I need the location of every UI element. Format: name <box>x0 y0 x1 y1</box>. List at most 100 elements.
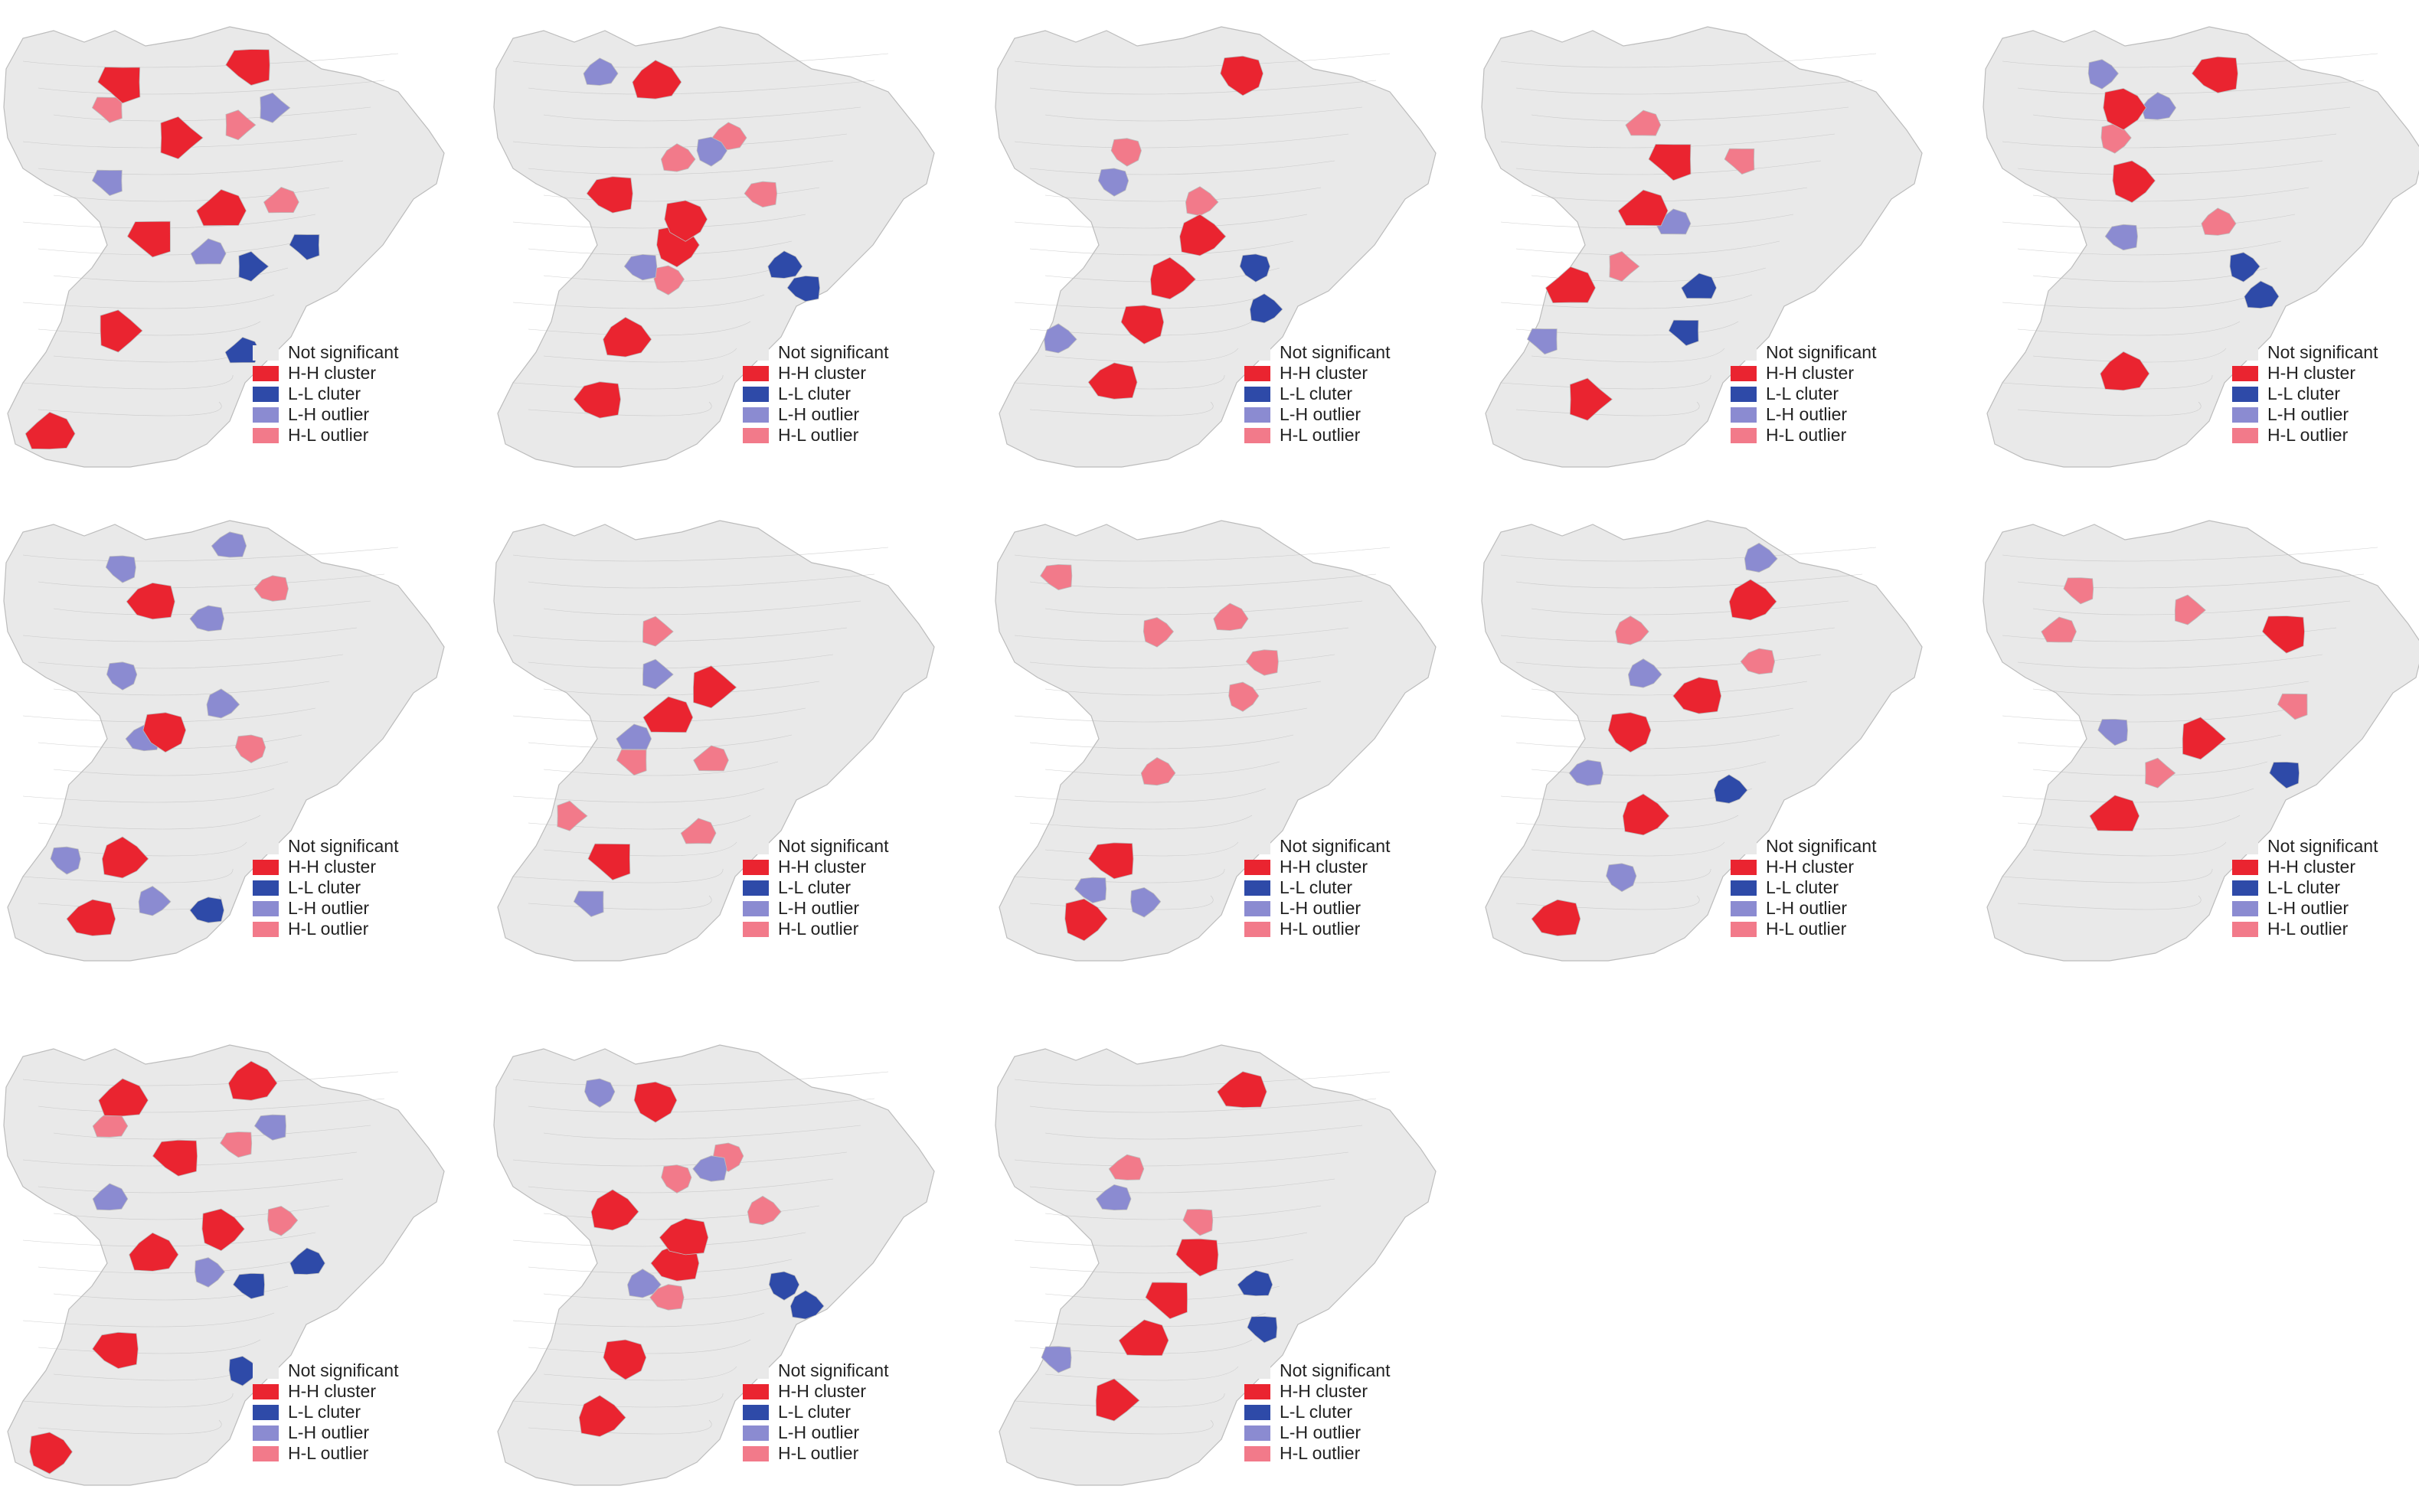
legend-label: H-L outlier <box>778 1443 859 1463</box>
county-boundary <box>1500 707 1794 723</box>
county-hl <box>2041 616 2077 643</box>
cluster-map-panel: Not significant H-H cluster L-L cluter L-H … <box>1979 15 2419 475</box>
cluster-map-panel: Not significant H-H cluster L-L cluter L-H … <box>992 509 1451 968</box>
legend-item-hh: H-H cluster <box>1244 857 1451 877</box>
county-lh <box>696 136 727 167</box>
county-hl <box>1724 148 1755 175</box>
legend-label: H-L outlier <box>2267 919 2349 939</box>
county-boundary <box>2002 868 2213 883</box>
map-legend: Not significant H-H cluster L-L cluter L-H … <box>253 836 459 939</box>
legend-swatch <box>743 1445 769 1461</box>
county-boundary <box>512 868 724 883</box>
legend-swatch <box>2232 880 2258 896</box>
county-ll <box>1249 293 1283 324</box>
county-boundary <box>543 600 861 616</box>
county-hh <box>1087 362 1138 400</box>
legend-swatch <box>1244 407 1270 423</box>
cluster-map-panel: Not significant H-H cluster L-L cluter L-H … <box>1478 15 1937 475</box>
legend-label: L-L cluter <box>2267 384 2341 403</box>
county-hh <box>1545 266 1596 304</box>
legend-swatch <box>253 345 279 361</box>
county-ll <box>1239 253 1270 282</box>
county-hl <box>1245 649 1279 676</box>
map-legend: Not significant H-H cluster L-L cluter L-H … <box>1731 342 1937 446</box>
county-lh <box>2104 224 2138 251</box>
county-hh <box>1617 189 1669 227</box>
county-hl <box>2063 577 2094 605</box>
legend-label: Not significant <box>778 1360 889 1380</box>
legend-label: Not significant <box>2267 836 2378 856</box>
county-ll <box>2244 280 2280 309</box>
county-lh <box>1627 658 1662 688</box>
legend-swatch <box>1731 880 1757 896</box>
legend-label: H-L outlier <box>1280 425 1361 445</box>
county-hl <box>263 187 299 214</box>
legend-swatch <box>253 1445 279 1461</box>
county-boundary <box>22 374 234 390</box>
county-boundary <box>22 547 399 562</box>
cluster-map-panel: Not significant H-H cluster L-L cluter L-H … <box>1979 509 2419 968</box>
county-hh <box>160 116 204 160</box>
county-boundary <box>543 1205 820 1220</box>
map-legend: Not significant H-H cluster L-L cluter L-H … <box>253 342 459 446</box>
legend-item-ns: Not significant <box>743 342 950 363</box>
legend-label: H-H cluster <box>1280 857 1368 877</box>
county-boundary <box>1029 401 1214 416</box>
county-boundary <box>1531 841 1725 857</box>
county-boundary <box>1014 294 1267 309</box>
county-ll <box>768 1271 800 1301</box>
county-ll <box>238 251 270 282</box>
legend-label: H-L outlier <box>778 425 859 445</box>
county-boundary <box>1014 1232 1308 1247</box>
legend-item-lh: L-H outlier <box>743 404 950 425</box>
county-hh <box>2182 717 2227 760</box>
county-ll <box>232 1272 265 1299</box>
county-boundary <box>543 106 861 122</box>
legend-item-hl: H-L outlier <box>1244 919 1451 939</box>
legend-label: L-H outlier <box>288 1422 370 1442</box>
county-boundary <box>1014 214 1308 229</box>
legend-item-hh: H-H cluster <box>253 1381 459 1402</box>
county-hh <box>632 60 682 100</box>
county-boundary <box>38 1339 261 1354</box>
legend-item-lh: L-H outlier <box>253 898 459 919</box>
legend-label: H-L outlier <box>1280 1443 1361 1463</box>
legend-label: L-H outlier <box>288 898 370 918</box>
county-boundary <box>543 348 737 363</box>
county-boundary <box>1029 1098 1377 1113</box>
legend-label: H-H cluster <box>1766 857 1855 877</box>
province-map <box>493 26 935 468</box>
county-lh <box>1041 1346 1072 1373</box>
county-hh <box>2103 88 2146 131</box>
county-boundary <box>1014 627 1349 642</box>
legend-swatch <box>1731 427 1757 443</box>
legend-item-lh: L-H outlier <box>743 898 950 919</box>
legend-label: L-L cluter <box>1766 384 1839 403</box>
county-boundary <box>528 401 712 416</box>
map-legend: Not significant H-H cluster L-L cluter L-H … <box>1244 1360 1451 1464</box>
county-boundary <box>1029 1419 1214 1435</box>
legend-swatch <box>1731 407 1757 423</box>
legend-label: H-H cluster <box>288 1381 377 1401</box>
county-hh <box>659 1218 709 1256</box>
county-hl <box>253 575 289 602</box>
county-boundary <box>22 1393 234 1408</box>
legend-item-hl: H-L outlier <box>1244 425 1451 446</box>
legend-item-ns: Not significant <box>253 1360 459 1381</box>
legend-swatch <box>1244 1445 1270 1461</box>
county-boundary <box>2032 841 2227 857</box>
legend-item-lh: L-H outlier <box>1731 898 1937 919</box>
county-boundary <box>2017 80 2365 95</box>
county-lh <box>627 1269 662 1298</box>
county-hh <box>1087 842 1134 880</box>
county-boundary <box>2032 187 2309 202</box>
legend-label: L-H outlier <box>288 404 370 424</box>
province-map <box>493 1044 935 1486</box>
county-boundary <box>53 681 330 696</box>
county-boundary <box>1014 133 1349 149</box>
legend-item-lh: L-H outlier <box>2232 404 2419 425</box>
county-boundary <box>528 734 793 749</box>
county-boundary <box>38 573 385 589</box>
legend-label: Not significant <box>1280 342 1391 362</box>
legend-swatch <box>1244 1363 1270 1379</box>
